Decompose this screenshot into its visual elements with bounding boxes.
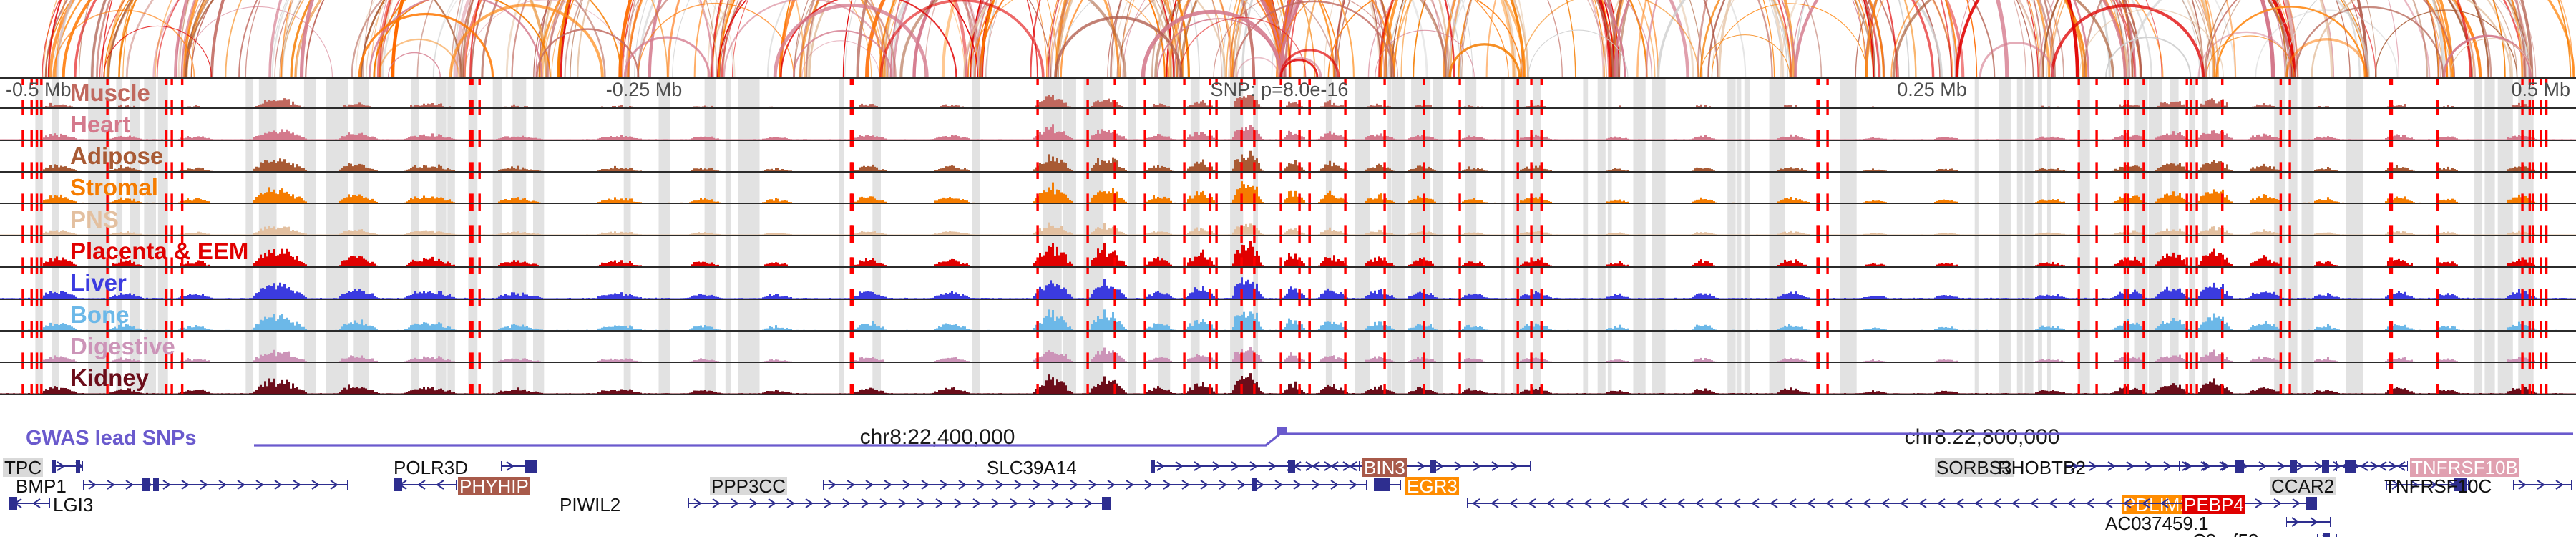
signal-track-bone: Bone bbox=[0, 299, 2576, 332]
signal-track-canvas bbox=[0, 331, 2576, 362]
gene-label-pdlim2[interactable]: PDLIM2 bbox=[2122, 494, 2192, 516]
gene-name: BIN3 bbox=[1362, 457, 1407, 479]
gene-label-sorbs3[interactable]: SORBS3 bbox=[1935, 457, 2014, 479]
gene-name: TNFRSF10C bbox=[2384, 475, 2492, 498]
gene-name: PPP3CC bbox=[710, 475, 788, 498]
gene-label-tnfrsf10b[interactable]: TNFRSF10B bbox=[2410, 457, 2519, 479]
signal-track-muscle: Muscle bbox=[0, 77, 2576, 110]
signal-track-canvas bbox=[0, 299, 2576, 330]
gene-label-polr3d[interactable]: POLR3D bbox=[392, 457, 469, 479]
gene-label-phyhip[interactable]: PHYHIP bbox=[458, 475, 530, 498]
gene-body-bin3[interactable] bbox=[1287, 457, 1360, 475]
signal-track-canvas bbox=[0, 79, 2576, 108]
signal-track-canvas bbox=[0, 363, 2576, 394]
gene-body-lgi3[interactable] bbox=[8, 494, 51, 513]
gene-label-ccar2[interactable]: CCAR2 bbox=[2270, 475, 2336, 498]
signal-track-canvas bbox=[0, 109, 2576, 140]
gene-annotation-track: TPC POLR3D SLC39A14 SORBS3 BIN3 RHOBTB2 TNFRSF… bbox=[0, 455, 2576, 537]
gwas-lead-snps-label: GWAS lead SNPs bbox=[26, 427, 197, 450]
gene-label-piwil2[interactable]: PIWIL2 bbox=[558, 494, 622, 516]
gene-label-lgi3[interactable]: LGI3 bbox=[52, 494, 94, 516]
gene-label-tpc[interactable]: TPC bbox=[3, 457, 43, 479]
signal-track-canvas bbox=[0, 268, 2576, 299]
gene-body-egr3[interactable] bbox=[1373, 475, 1402, 494]
signal-track-heart: Heart bbox=[0, 109, 2576, 141]
signal-track-placenta-eem: Placenta & EEM bbox=[0, 236, 2576, 268]
gene-name: TNFRSF10B bbox=[2410, 457, 2519, 479]
gene-name: AC037459.1 bbox=[2105, 513, 2209, 535]
gene-name: PHYHIP bbox=[458, 475, 530, 498]
signal-track-canvas bbox=[0, 140, 2576, 172]
gene-name: PIWIL2 bbox=[560, 494, 621, 516]
signal-track-canvas bbox=[0, 204, 2576, 235]
gene-label-rhobtb2[interactable]: RHOBTB2 bbox=[1996, 457, 2087, 479]
gene-body-bmp1[interactable] bbox=[82, 475, 348, 494]
gene-name: PEBP4 bbox=[2182, 494, 2245, 516]
signal-track-stromal: Stromal bbox=[0, 173, 2576, 205]
chromatin-loop-arc-panel bbox=[0, 0, 2576, 77]
gene-body-piwil2[interactable] bbox=[688, 494, 1111, 513]
gene-name: LGI3 bbox=[53, 494, 94, 516]
gene-label-c8orf58[interactable]: C8orf58 bbox=[2191, 530, 2260, 537]
signal-track-digestive: Digestive bbox=[0, 331, 2576, 364]
gene-label-egr3[interactable]: EGR3 bbox=[1405, 475, 1459, 498]
gene-label-ppp3cc[interactable]: PPP3CC bbox=[710, 475, 788, 498]
gene-body-pebp4[interactable] bbox=[1466, 494, 2183, 513]
signal-track-adipose: Adipose bbox=[0, 140, 2576, 173]
gene-name: SORBS3 bbox=[1935, 457, 2014, 479]
gene-name: RHOBTB2 bbox=[1998, 457, 2086, 479]
gene-label-tnfrsf10c[interactable]: TNFRSF10C bbox=[2383, 475, 2493, 498]
signal-track-pns: PNS bbox=[0, 204, 2576, 236]
gene-label-slc39a14[interactable]: SLC39A14 bbox=[985, 457, 1078, 479]
signal-track-stack: Muscle Heart Adipose Stromal PNS Placenta & E… bbox=[0, 77, 2576, 427]
gene-body-ppp3cc[interactable] bbox=[822, 475, 1367, 494]
gene-body-tnfrsf10b[interactable] bbox=[2336, 457, 2409, 475]
gene-label-pebp4[interactable]: PEBP4 bbox=[2182, 494, 2245, 516]
signal-track-liver: Liver bbox=[0, 268, 2576, 300]
gwas-connector-svg bbox=[254, 427, 2573, 447]
gwas-lead-snp-row: GWAS lead SNPs bbox=[0, 427, 2576, 458]
gene-label-bin3[interactable]: BIN3 bbox=[1362, 457, 1407, 479]
gene-body-c8orf58[interactable] bbox=[2316, 530, 2338, 537]
arc-svg bbox=[42, 0, 2575, 77]
gene-body-tnfrsf10c[interactable] bbox=[2512, 475, 2572, 494]
gene-name: BMP1 bbox=[16, 475, 67, 498]
signal-track-canvas bbox=[0, 173, 2576, 203]
signal-track-kidney: Kidney bbox=[0, 363, 2576, 395]
gene-name: CCAR2 bbox=[2270, 475, 2336, 498]
gene-body-ac037459-1[interactable] bbox=[2285, 513, 2331, 531]
gene-body-phyhip[interactable] bbox=[393, 475, 457, 494]
gene-body-polr3d[interactable] bbox=[500, 457, 537, 475]
gene-name: C8orf58 bbox=[2191, 531, 2260, 537]
signal-track-canvas bbox=[0, 236, 2576, 267]
gene-name: TPC bbox=[3, 457, 43, 479]
gene-body-tpc[interactable] bbox=[51, 457, 84, 475]
gene-name: SLC39A14 bbox=[987, 457, 1077, 479]
gene-name: EGR3 bbox=[1405, 475, 1459, 498]
gene-name: PDLIM2 bbox=[2122, 494, 2192, 516]
gwas-lead-snp-marker bbox=[1277, 427, 1287, 435]
gene-label-ac037459-1[interactable]: AC037459.1 bbox=[2104, 513, 2210, 535]
gene-name: POLR3D bbox=[394, 457, 469, 479]
gene-label-bmp1[interactable]: BMP1 bbox=[14, 475, 68, 498]
